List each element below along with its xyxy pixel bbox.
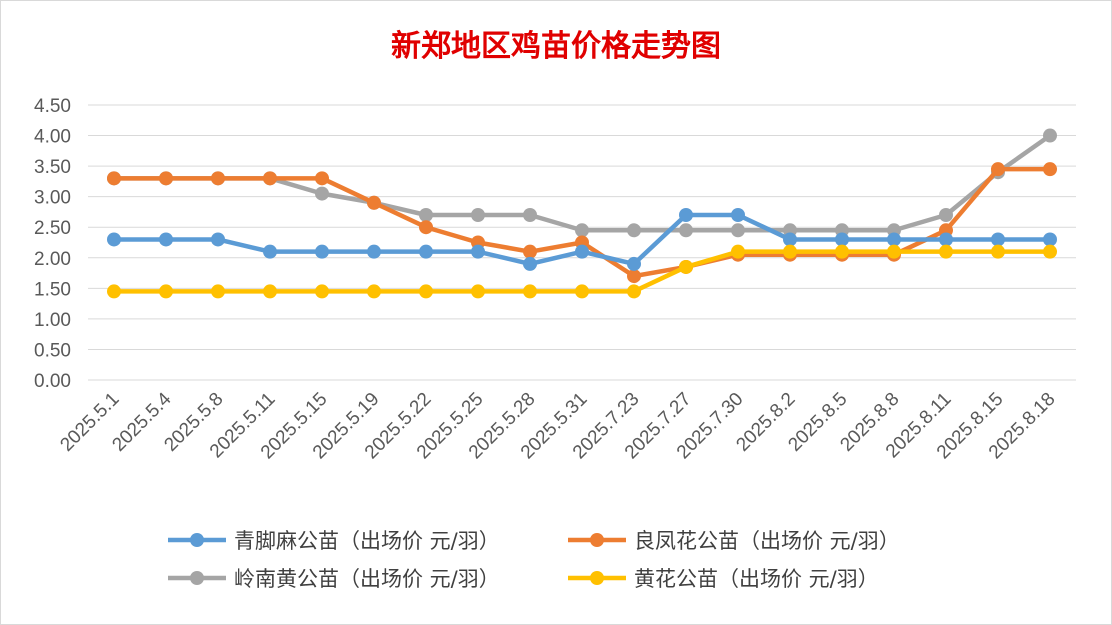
data-point: [107, 284, 121, 299]
data-point: [211, 171, 225, 186]
y-tick-label: 2.00: [34, 249, 71, 270]
series-1: [107, 208, 1057, 271]
data-point: [523, 256, 537, 271]
data-point: [627, 256, 641, 271]
data-point: [575, 284, 589, 299]
data-point: [107, 171, 121, 186]
data-point: [1043, 232, 1057, 247]
data-point: [471, 244, 485, 259]
chart-title: 新郑地区鸡苗价格走势图: [391, 29, 721, 64]
legend-label: 青脚麻公苗（出场价 元/羽）: [234, 529, 500, 553]
data-point: [419, 208, 433, 222]
series-3: [107, 128, 1057, 238]
y-tick-label: 1.00: [34, 310, 71, 331]
data-point: [939, 232, 953, 247]
data-point: [835, 244, 849, 259]
y-tick-label: 0.50: [34, 340, 71, 361]
legend-item: 良凤花公苗（出场价 元/羽）: [568, 529, 900, 553]
data-point: [159, 171, 173, 186]
data-point: [679, 259, 693, 274]
data-point: [731, 208, 745, 222]
data-point: [315, 244, 329, 259]
data-point: [367, 284, 381, 299]
y-tick-label: 1.50: [34, 279, 71, 300]
data-point: [1043, 162, 1057, 177]
data-point: [419, 284, 433, 299]
y-tick-label: 4.00: [34, 127, 71, 148]
data-point: [315, 284, 329, 299]
data-point: [419, 244, 433, 259]
data-point: [835, 232, 849, 247]
legend-label: 黄花公苗（出场价 元/羽）: [634, 567, 879, 591]
data-point: [731, 223, 745, 238]
data-point: [263, 244, 277, 259]
data-point: [575, 223, 589, 238]
data-point: [1043, 128, 1057, 143]
data-point: [1043, 244, 1057, 259]
y-tick-label: 2.50: [34, 218, 71, 239]
data-point: [783, 232, 797, 247]
data-point: [575, 244, 589, 259]
series-line: [114, 133, 1052, 233]
legend-swatch-marker: [190, 533, 204, 547]
data-point: [887, 232, 901, 247]
y-tick-label: 3.50: [34, 157, 71, 178]
data-point: [263, 171, 277, 186]
data-point: [159, 284, 173, 299]
y-axis-ticks: 0.00 0.50 1.00 1.50 2.00 2.50 3.00 3.50 4.00 4.50: [34, 96, 71, 392]
legend-swatch-marker: [190, 571, 204, 585]
data-point: [939, 244, 953, 259]
legend-swatch-marker: [590, 533, 604, 547]
series-line: [114, 166, 1050, 279]
data-point: [679, 223, 693, 238]
data-point: [523, 244, 537, 259]
data-point: [211, 284, 225, 299]
data-point: [367, 195, 381, 210]
data-point: [627, 269, 641, 284]
legend-item: 青脚麻公苗（出场价 元/羽）: [168, 529, 500, 553]
series-4: [107, 244, 1057, 299]
legend-swatch-marker: [590, 571, 604, 585]
data-point: [315, 186, 329, 201]
series-layer: [107, 128, 1057, 299]
data-point: [315, 171, 329, 186]
data-point: [523, 208, 537, 222]
data-point: [159, 232, 173, 247]
legend-item: 岭南黄公苗（出场价 元/羽）: [168, 567, 500, 591]
y-tick-label: 4.50: [34, 96, 71, 117]
data-point: [627, 284, 641, 299]
legend-label: 岭南黄公苗（出场价 元/羽）: [234, 567, 500, 591]
y-tick-label: 3.00: [34, 188, 71, 209]
data-point: [939, 208, 953, 222]
data-point: [991, 244, 1005, 259]
data-point: [679, 208, 693, 222]
legend-item: 黄花公苗（出场价 元/羽）: [568, 567, 879, 591]
legend-label: 良凤花公苗（出场价 元/羽）: [634, 529, 900, 553]
data-point: [471, 208, 485, 222]
data-point: [783, 244, 797, 259]
data-point: [107, 232, 121, 247]
data-point: [211, 232, 225, 247]
data-point: [419, 220, 433, 235]
data-point: [523, 284, 537, 299]
data-point: [263, 284, 277, 299]
legend: 青脚麻公苗（出场价 元/羽） 良凤花公苗（出场价 元/羽） 岭南黄公苗（出场价 元/…: [168, 529, 900, 591]
data-point: [471, 284, 485, 299]
y-tick-label: 0.00: [34, 371, 71, 392]
x-axis-ticks: 2025.5.12025.5.42025.5.82025.5.112025.5.…: [56, 388, 1059, 463]
data-point: [367, 244, 381, 259]
data-point: [991, 232, 1005, 247]
data-point: [627, 223, 641, 238]
data-point: [731, 244, 745, 259]
data-point: [991, 162, 1005, 177]
data-point: [887, 244, 901, 259]
